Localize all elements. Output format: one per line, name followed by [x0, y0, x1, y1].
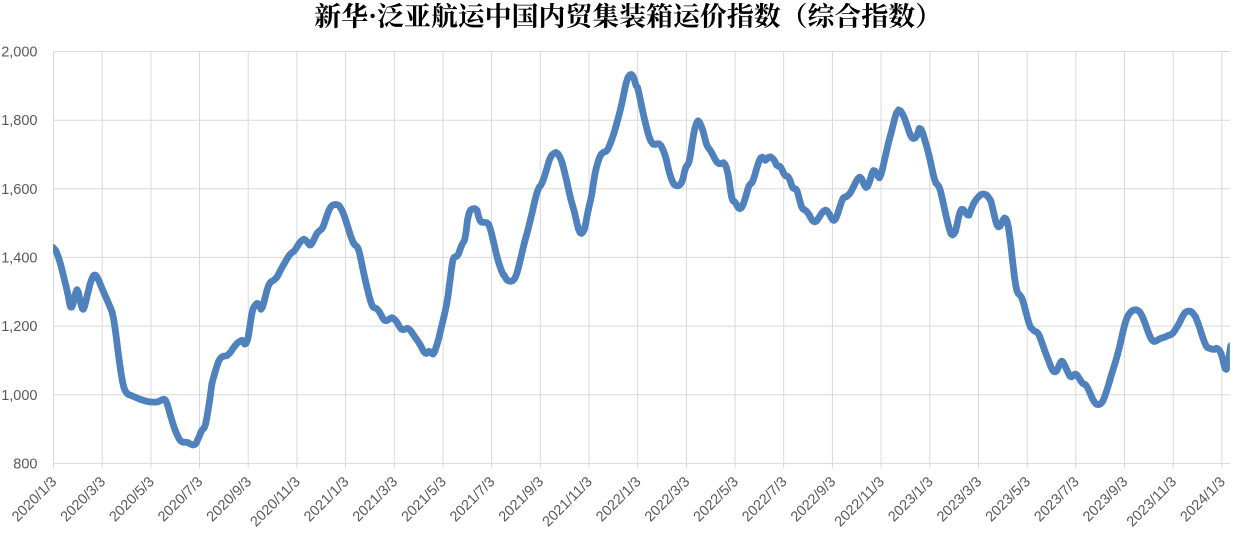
svg-text:1,600: 1,600	[1, 182, 37, 198]
svg-text:2,000: 2,000	[1, 45, 37, 61]
svg-text:1,000: 1,000	[1, 388, 37, 404]
svg-text:1,800: 1,800	[1, 113, 37, 129]
svg-text:1,400: 1,400	[1, 250, 37, 266]
svg-text:800: 800	[13, 456, 37, 472]
svg-text:1,200: 1,200	[1, 319, 37, 335]
